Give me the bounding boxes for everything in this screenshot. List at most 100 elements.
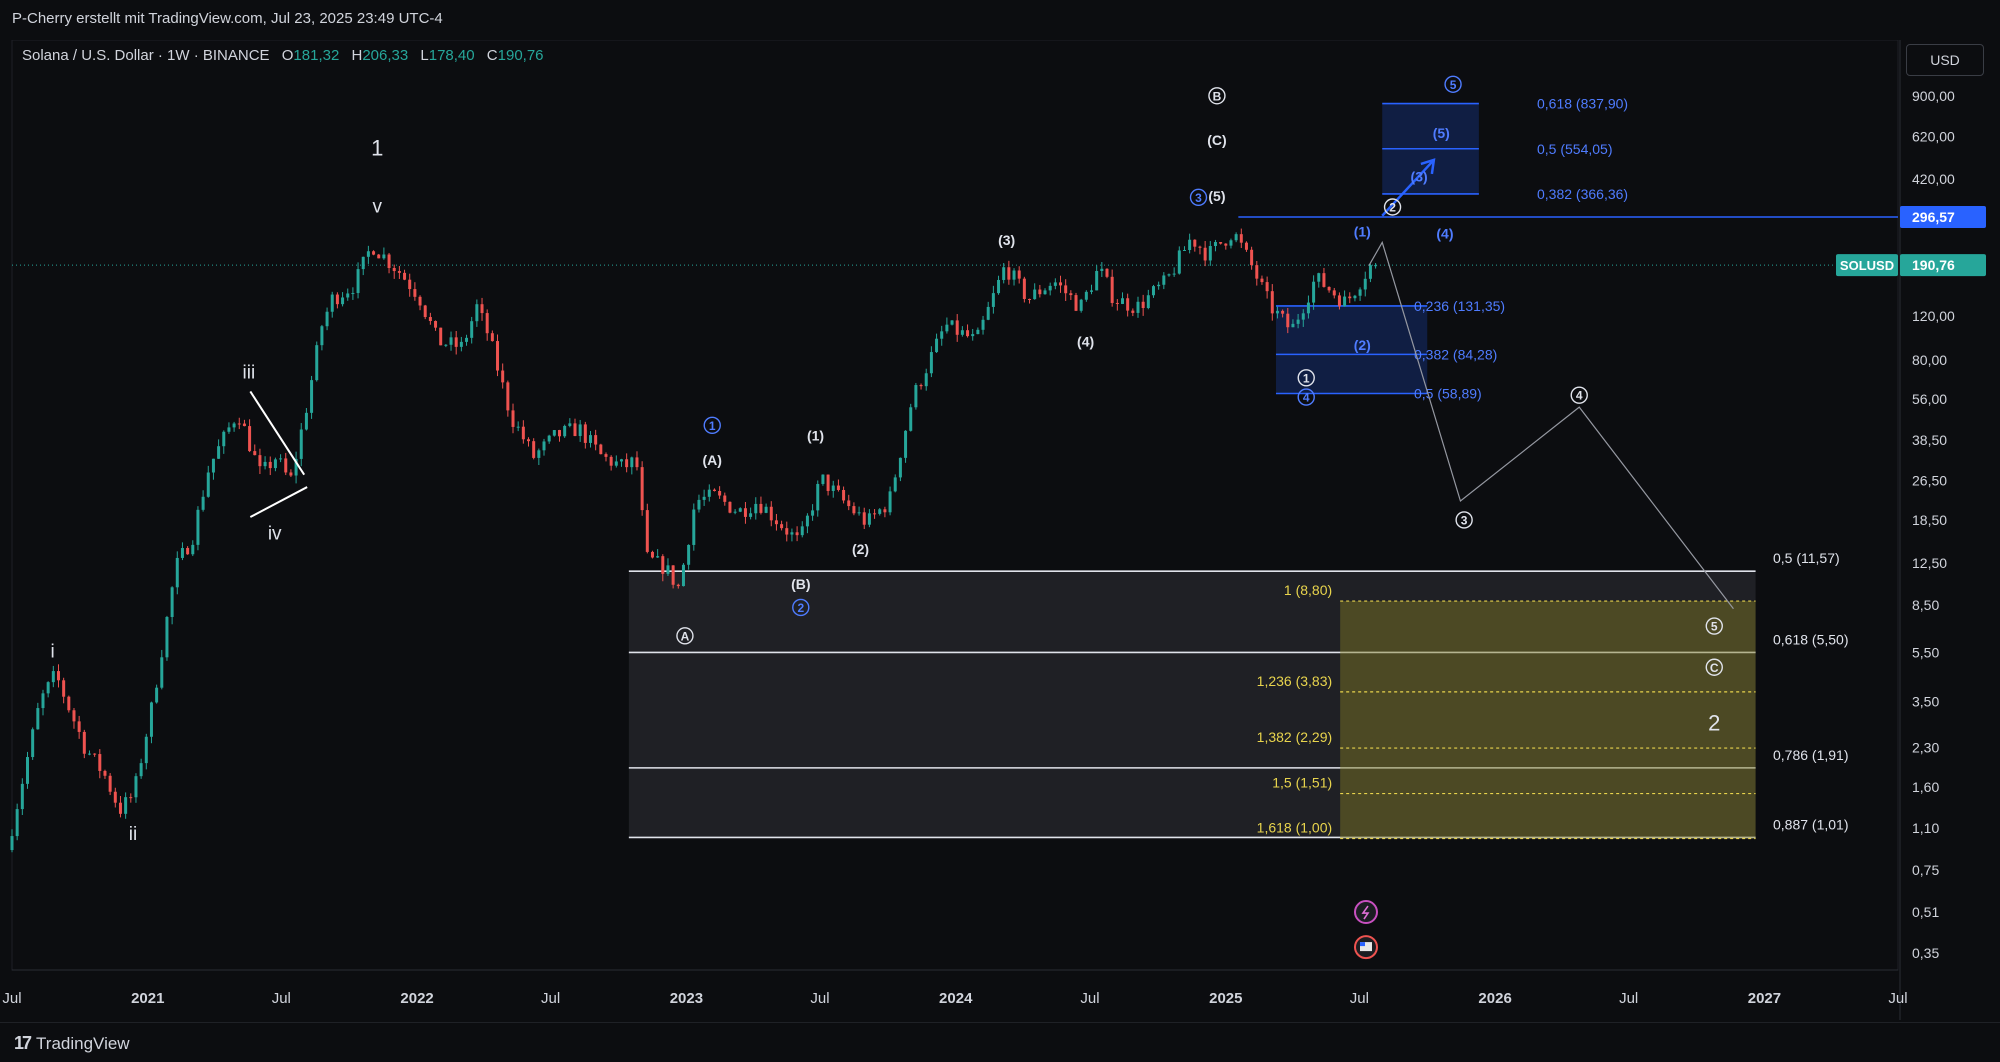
time-tick-14: Jul [1888, 990, 1907, 1007]
current-price-badge [1900, 254, 1986, 277]
candle-body [842, 489, 846, 501]
candle-body [997, 279, 1001, 294]
candle-body [1064, 285, 1068, 294]
candle-body [82, 731, 86, 754]
candle-body [1343, 296, 1347, 307]
candle-body [217, 446, 221, 459]
candle-body [738, 508, 742, 512]
footer-bar: 17 TradingView [0, 1022, 2000, 1062]
wave-label-27: 5 [1450, 78, 1457, 92]
wave-label-32: 2 [1708, 710, 1720, 735]
time-tick-4: Jul [541, 990, 560, 1007]
candle-body [423, 305, 427, 318]
candle-body [211, 458, 215, 473]
candle-body [573, 423, 577, 437]
candle-body [836, 485, 840, 490]
mid-fib-label-1: 0,382 (84,28) [1414, 346, 1497, 362]
candle-body [960, 330, 964, 335]
candle-body [692, 509, 696, 545]
candle-body [444, 344, 448, 346]
wave-label-31: C [1710, 661, 1719, 675]
candle-body [563, 425, 567, 437]
candle-body [821, 474, 825, 484]
candle-body [609, 456, 613, 466]
candle-body [1146, 295, 1150, 309]
upper-fib-label-2: 0,382 (366,36) [1537, 186, 1628, 202]
wave-circle-28 [1455, 511, 1473, 529]
candle-body [1022, 278, 1026, 299]
candle-body [1327, 286, 1331, 291]
candle-body [1358, 289, 1362, 296]
candle-body [113, 791, 117, 803]
candle-body [1007, 267, 1011, 280]
extension-label-1: 1,236 (3,83) [1257, 673, 1333, 689]
candle-body [645, 510, 649, 552]
candle-body [940, 331, 944, 339]
extension-box [1340, 601, 1756, 839]
candle-body [258, 455, 262, 467]
candle-body [139, 763, 143, 777]
candle-body [599, 444, 603, 455]
ohlc-close-value: 190,76 [497, 47, 544, 64]
candle-body [98, 754, 102, 771]
candle-body [676, 584, 680, 587]
candle-body [439, 327, 443, 346]
candle-body [1100, 268, 1104, 271]
candle-body [15, 809, 19, 837]
candle-body [521, 426, 525, 440]
triangle-line-0 [249, 390, 306, 476]
candle-body [986, 306, 990, 320]
candle-body [578, 424, 582, 437]
candle-body [1115, 302, 1119, 304]
candle-body [377, 254, 381, 259]
candle-body [186, 548, 190, 555]
wave-circle-17 [792, 598, 810, 617]
candle-body [1120, 298, 1124, 304]
wave-circle-6 [1208, 87, 1226, 105]
price-tick-16: 0,75 [1912, 862, 1939, 878]
candle-body [454, 337, 458, 347]
candle-body [294, 458, 298, 476]
candle-body [1033, 289, 1037, 300]
candle-body [811, 510, 815, 516]
wave-label-20: 4 [1303, 391, 1310, 405]
candle-body [1291, 323, 1295, 328]
wave-label-4: iii [243, 363, 256, 384]
candle-body [196, 509, 200, 545]
candle-body [330, 294, 334, 312]
candle-body [475, 304, 479, 322]
wave-label-29: 4 [1576, 389, 1583, 403]
candle-body [831, 485, 835, 491]
candle-body [733, 511, 737, 513]
wave-label-13: (A) [703, 452, 722, 468]
candle-body [279, 458, 283, 460]
price-tick-3: 120,00 [1912, 308, 1955, 324]
candle-body [134, 776, 138, 798]
candle-body [816, 483, 820, 511]
candle-body [991, 293, 995, 307]
wave-label-26: (5) [1433, 125, 1450, 141]
candle-body [883, 509, 887, 513]
candle-body [1234, 234, 1238, 241]
candle-body [764, 506, 768, 513]
symbol-title[interactable]: Solana / U.S. Dollar · 1W · BINANCE [22, 47, 270, 64]
extension-label-3: 1,5 (1,51) [1272, 775, 1332, 791]
upside-arrow-head [1420, 158, 1436, 175]
time-tick-3: 2022 [400, 990, 433, 1007]
candle-body [1167, 274, 1171, 276]
candle-body [635, 457, 639, 468]
wave-label-16: (B) [791, 576, 810, 592]
candle-body [506, 382, 510, 411]
candle-body [315, 345, 319, 381]
candle-body [966, 330, 970, 337]
candle-body [630, 457, 634, 468]
currency-selector[interactable]: USD [1906, 44, 1984, 76]
candle-body [919, 385, 923, 387]
tradingview-logo[interactable]: 17 TradingView [14, 1033, 130, 1054]
candle-body [351, 293, 355, 295]
candle-body [496, 341, 500, 371]
candle-body [428, 317, 432, 322]
candle-body [945, 324, 949, 332]
candle-body [527, 439, 531, 442]
